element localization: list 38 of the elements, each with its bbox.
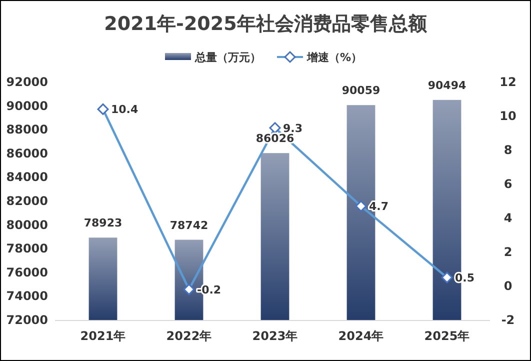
y-tick-label: 74000: [6, 289, 48, 304]
legend-label: 总量（万元）: [194, 51, 261, 64]
chart-title: 2021年-2025年社会消费品零售总额: [104, 13, 428, 35]
point: [97, 103, 109, 115]
point: [269, 122, 281, 134]
y-tick-label: 88000: [6, 122, 48, 137]
x-tick-label: 2025年: [424, 329, 470, 343]
y-tick-label: 72000: [6, 313, 48, 327]
point: [183, 284, 195, 296]
y2-tick-label: 4: [504, 211, 512, 225]
x-tick-label: 2023年: [252, 329, 298, 343]
y-tick-label: 86000: [6, 146, 48, 160]
point: [441, 272, 453, 284]
y-tick-label: 76000: [6, 265, 48, 280]
data-label: 78923: [84, 216, 122, 230]
x-tick-label: 2022年: [166, 329, 212, 343]
y-tick-label: 90000: [6, 98, 48, 113]
x-tick-label: 2024年: [338, 329, 384, 343]
y2-tick-label: 0: [504, 279, 512, 293]
y2-tick-label: 2: [504, 245, 512, 259]
data-label: 90494: [428, 78, 466, 92]
data-label: 9.3: [283, 122, 302, 135]
point: [355, 200, 367, 212]
y-tick-label: 80000: [6, 218, 48, 232]
y2-tick-label: 6: [504, 177, 512, 191]
y2-tick-label: -2: [501, 313, 515, 327]
data-label: 10.4: [111, 103, 138, 116]
y-tick-label: 82000: [6, 194, 48, 208]
y-tick-label: 78000: [6, 242, 48, 256]
y2-tick-label: 12: [500, 75, 516, 89]
x-tick-label: 2021年: [80, 329, 126, 343]
y2-tick-label: 10: [500, 109, 516, 123]
data-label: 90059: [342, 84, 380, 98]
y2-tick-label: 8: [504, 143, 512, 157]
y-tick-label: 92000: [6, 75, 48, 89]
legend-label: 增速（%）: [306, 51, 362, 64]
data-label: 78742: [170, 218, 208, 232]
y-tick-label: 84000: [6, 170, 48, 184]
